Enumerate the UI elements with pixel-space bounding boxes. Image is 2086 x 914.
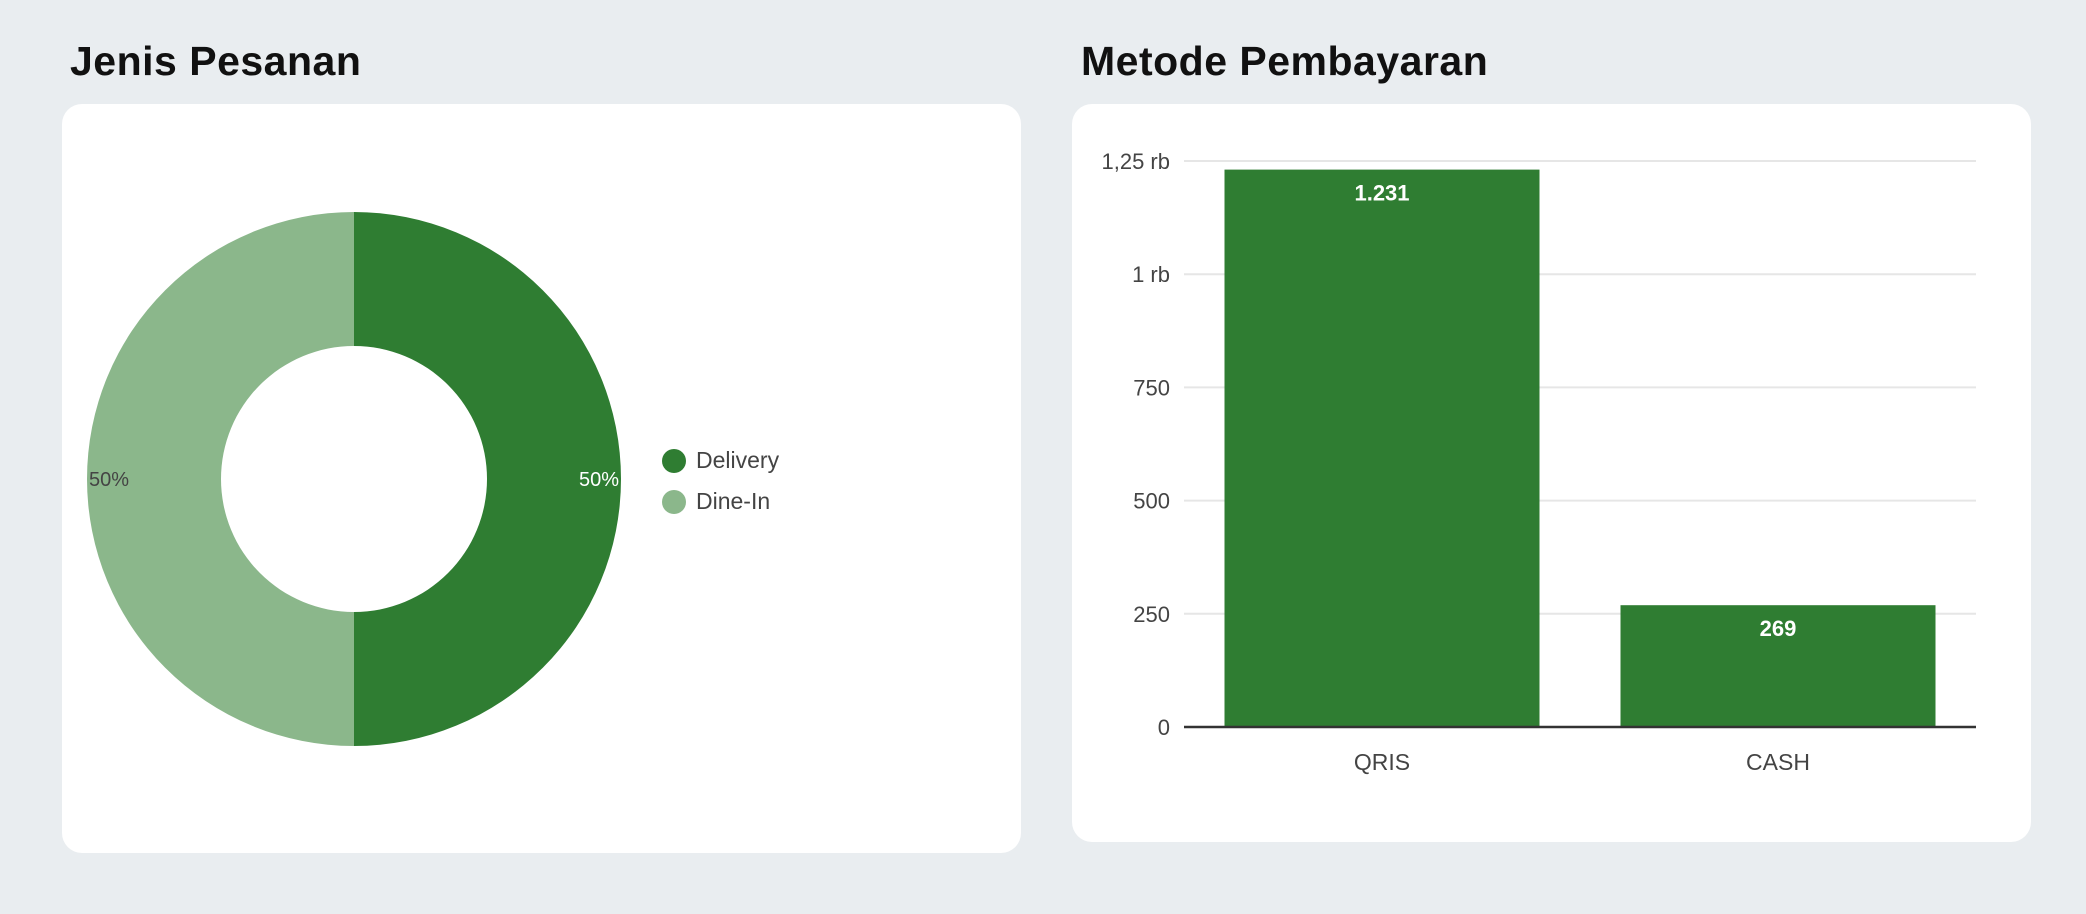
y-tick-label: 250 bbox=[1133, 602, 1170, 627]
legend-label: Dine-In bbox=[696, 488, 771, 514]
x-tick-label: CASH bbox=[1746, 749, 1810, 775]
y-tick-label: 750 bbox=[1133, 375, 1170, 400]
donut-chart-title: Jenis Pesanan bbox=[70, 38, 362, 84]
legend-item-delivery[interactable]: Delivery bbox=[662, 447, 779, 474]
legend-label: Delivery bbox=[696, 447, 780, 473]
donut-slice-dine-in[interactable] bbox=[87, 212, 354, 746]
donut-slice-delivery[interactable] bbox=[354, 212, 621, 746]
legend-item-dine-in[interactable]: Dine-In bbox=[662, 488, 770, 515]
x-tick-label: QRIS bbox=[1354, 749, 1410, 775]
y-tick-label: 0 bbox=[1158, 715, 1170, 740]
slice-data-label: 50% bbox=[579, 469, 619, 491]
y-tick-label: 1 rb bbox=[1132, 262, 1170, 287]
legend-swatch-icon bbox=[662, 448, 686, 473]
bar-chart-title: Metode Pembayaran bbox=[1081, 38, 1489, 84]
legend-swatch-icon bbox=[662, 489, 686, 514]
slice-data-label: 50% bbox=[89, 469, 129, 491]
bar-cash[interactable] bbox=[1620, 605, 1936, 727]
y-tick-label: 1,25 rb bbox=[1102, 149, 1171, 174]
y-tick-label: 500 bbox=[1133, 489, 1170, 514]
bar-qris[interactable] bbox=[1224, 169, 1540, 727]
bar-data-label: 269 bbox=[1760, 616, 1797, 641]
bar-data-label: 1.231 bbox=[1354, 181, 1409, 206]
